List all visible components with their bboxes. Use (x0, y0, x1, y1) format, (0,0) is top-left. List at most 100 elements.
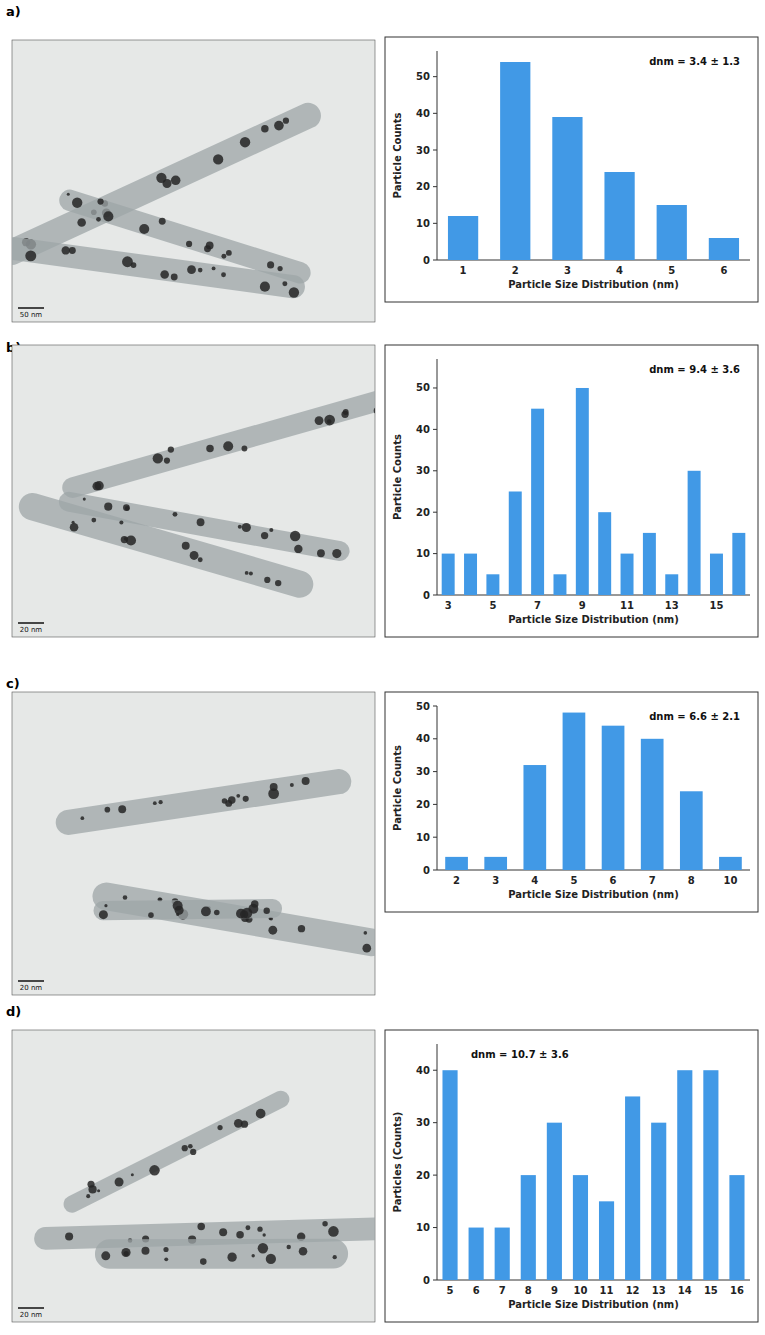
particle-dot (175, 906, 184, 915)
bar (680, 791, 703, 870)
bar (547, 1123, 562, 1280)
particle-dot (302, 777, 310, 785)
panel-letter: a) (6, 4, 21, 19)
x-tick-label: 7 (649, 875, 656, 886)
nanotube (46, 1228, 375, 1238)
bar (651, 1123, 666, 1280)
bar (486, 574, 499, 595)
scale-bar-label: 50 nm (20, 311, 43, 319)
y-tick-label: 0 (423, 255, 430, 266)
particle-dot (197, 518, 205, 526)
x-tick-label: 9 (551, 1285, 558, 1296)
particle-dot (123, 895, 128, 900)
particle-dot (190, 1149, 196, 1155)
x-tick-label: 4 (616, 265, 623, 276)
bar (500, 62, 530, 260)
scale-bar (18, 622, 44, 624)
panel-letter: c) (6, 676, 20, 691)
bar (643, 533, 656, 595)
x-tick-label: 3 (564, 265, 571, 276)
y-axis-title: Particle Counts (392, 745, 403, 831)
particle-dot (258, 1243, 268, 1253)
particle-dot (221, 272, 226, 277)
particle-dot (324, 415, 335, 426)
particle-dot (274, 121, 284, 131)
y-tick (433, 260, 437, 261)
particle-dot (105, 807, 111, 813)
particle-dot (262, 1233, 265, 1236)
chart-frame (385, 1030, 758, 1322)
particle-dot (226, 250, 232, 256)
particle-dot (80, 816, 84, 820)
particle-dot (62, 246, 70, 254)
bar (598, 512, 611, 595)
tem-image (12, 692, 375, 995)
particle-dot (219, 1228, 227, 1236)
particle-dot (67, 193, 70, 196)
particle-dot (198, 268, 203, 273)
particle-dot (159, 218, 166, 225)
bar (464, 554, 477, 595)
chart-frame (385, 692, 758, 912)
nanotube (110, 1239, 333, 1269)
y-tick-label: 50 (416, 71, 430, 82)
particle-dot (242, 523, 251, 532)
bar (448, 216, 478, 260)
particle-dot (201, 907, 211, 917)
particle-dot (227, 1252, 236, 1261)
x-tick-label: 5 (447, 1285, 454, 1296)
bar (442, 1070, 457, 1280)
particle-dot (160, 270, 169, 279)
particle-dot (332, 549, 341, 558)
particle-dot (131, 1173, 134, 1176)
x-tick-label: 5 (570, 875, 577, 886)
particle-dot (118, 805, 126, 813)
bar (523, 765, 546, 870)
x-tick-label: 9 (579, 600, 586, 611)
particle-dot (123, 504, 130, 511)
y-tick-label: 20 (416, 181, 430, 192)
particle-dot (204, 245, 211, 252)
particle-dot (275, 580, 281, 586)
particle-dot (182, 542, 190, 550)
particle-dot (187, 265, 196, 274)
bars (445, 713, 742, 870)
y-tick (433, 804, 437, 805)
particle-dot (212, 266, 216, 270)
bar (729, 1175, 744, 1280)
y-tick-label: 10 (416, 832, 430, 843)
annotation: dnm = 10.7 ± 3.6 (471, 1049, 569, 1060)
particle-dot (83, 498, 86, 501)
y-tick (433, 113, 437, 114)
bar (509, 491, 522, 595)
particle-dot (364, 931, 368, 935)
nanotube (32, 507, 299, 585)
bar (688, 471, 701, 595)
bar (625, 1096, 640, 1280)
panel: d)20 nm0102030405678910111213141516Parti… (6, 1004, 758, 1322)
y-tick (433, 470, 437, 471)
particle-dot (315, 416, 324, 425)
nanotube (68, 782, 338, 823)
particle-dot (153, 453, 163, 463)
y-tick (433, 1070, 437, 1071)
particle-dot (328, 1226, 339, 1237)
particle-dot (188, 1144, 193, 1149)
particle-dot (261, 125, 268, 132)
particle-dot (121, 536, 128, 543)
particle-dot (97, 1189, 100, 1192)
particle-dot (249, 572, 253, 576)
x-tick-label: 6 (610, 875, 617, 886)
particle-dot (173, 512, 178, 517)
bar (495, 1228, 510, 1280)
y-tick (433, 1175, 437, 1176)
x-tick-label: 2 (453, 875, 460, 886)
y-tick-label: 20 (416, 1170, 430, 1181)
particle-dot (214, 910, 220, 916)
y-tick (433, 1280, 437, 1281)
particle-dot (243, 796, 249, 802)
particle-dot (317, 549, 325, 557)
y-axis (437, 51, 438, 260)
x-tick-label: 3 (492, 875, 499, 886)
particle-dot (148, 912, 154, 918)
